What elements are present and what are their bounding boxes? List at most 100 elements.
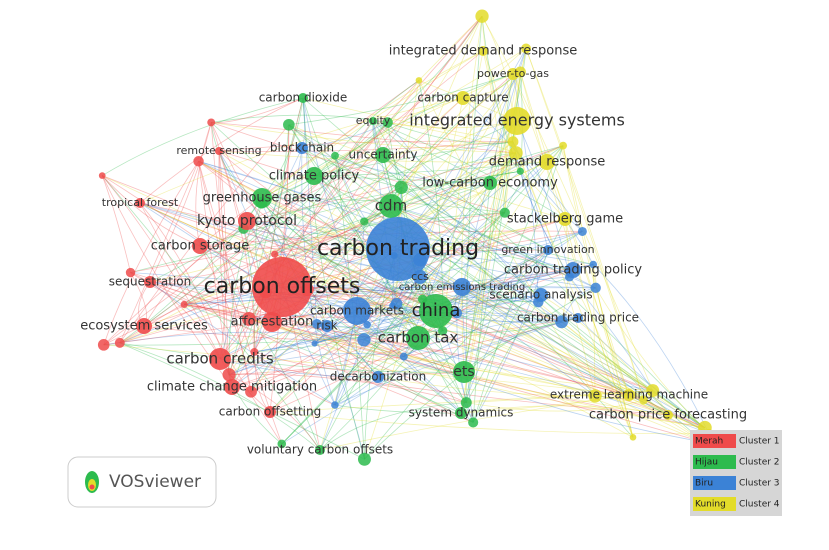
edge [313, 141, 514, 177]
node [478, 46, 488, 56]
edge [231, 276, 421, 388]
edge [363, 71, 521, 341]
node [577, 226, 587, 236]
node [399, 352, 408, 361]
edge [198, 160, 539, 303]
edge [102, 175, 634, 438]
node-label: ccs [411, 270, 429, 283]
node [453, 361, 475, 383]
edge [246, 170, 521, 222]
edge [103, 220, 248, 346]
node-label: integrated demand response [389, 44, 578, 59]
node [305, 167, 323, 185]
edge [103, 331, 365, 346]
edge [198, 161, 250, 320]
edge [274, 253, 653, 391]
node-label: demand response [489, 155, 606, 170]
edge [364, 170, 521, 222]
edge [248, 318, 644, 401]
edge [302, 97, 318, 324]
edge [211, 121, 516, 154]
edge [199, 170, 521, 247]
edge [271, 321, 474, 423]
edge [218, 150, 255, 352]
edge [101, 175, 321, 451]
edge [139, 202, 704, 443]
edge [274, 205, 392, 255]
edge [139, 97, 464, 204]
edge [119, 161, 199, 344]
legend-label: Cluster 2 [739, 458, 780, 468]
edge [218, 150, 230, 375]
edge [119, 218, 566, 344]
edge [130, 212, 505, 273]
edge [139, 202, 539, 303]
logo[interactable]: VOSviewer [67, 456, 217, 508]
edge [261, 73, 514, 204]
edge [130, 212, 505, 273]
edge [103, 50, 484, 346]
node-label: voluntary carbon offsets [247, 443, 393, 457]
edge [254, 351, 465, 375]
edge [307, 289, 423, 300]
edge [366, 324, 462, 414]
edge [274, 253, 669, 416]
edge [419, 276, 467, 403]
edge [103, 145, 564, 346]
edge [183, 122, 388, 305]
edge [516, 120, 570, 278]
edge [119, 152, 516, 344]
node [438, 326, 448, 336]
edge [183, 304, 462, 414]
edge [274, 15, 483, 255]
edge [390, 205, 706, 428]
edge [561, 321, 710, 434]
edge [546, 161, 634, 438]
edge [481, 16, 517, 154]
edge [363, 264, 594, 341]
node [390, 297, 403, 310]
node [589, 260, 598, 269]
node-label: carbon trading [317, 236, 479, 261]
node [639, 395, 648, 405]
edge [130, 272, 249, 320]
edge [377, 321, 562, 378]
node-label: kyoto protocol [197, 213, 297, 229]
nodes [97, 9, 714, 466]
edge [382, 154, 579, 319]
edge [460, 249, 549, 414]
node-label: ets [453, 364, 474, 380]
node-label: stackelberg game [507, 212, 623, 227]
edge [246, 152, 516, 222]
edge [422, 212, 506, 300]
edge [281, 145, 564, 445]
edge [316, 323, 365, 460]
edge [313, 175, 669, 416]
edge [281, 212, 506, 445]
edge [261, 48, 527, 199]
edge [229, 373, 467, 403]
node-label: climate change mitigation [147, 380, 317, 395]
node [543, 245, 553, 255]
edge [143, 80, 420, 327]
edge [313, 141, 513, 177]
edge [372, 120, 491, 184]
edge [334, 330, 443, 406]
edge [149, 228, 244, 283]
edge [139, 202, 630, 396]
edge [515, 152, 570, 278]
edge [119, 221, 365, 344]
edge [461, 50, 484, 373]
edge [219, 147, 303, 360]
node [623, 389, 635, 401]
node [455, 407, 467, 419]
node [521, 43, 532, 54]
node [460, 397, 472, 409]
node [271, 250, 279, 258]
node [629, 434, 637, 441]
edge [261, 154, 384, 204]
node [252, 257, 312, 317]
edge [461, 286, 474, 423]
edge [387, 15, 483, 123]
edge [463, 48, 527, 373]
